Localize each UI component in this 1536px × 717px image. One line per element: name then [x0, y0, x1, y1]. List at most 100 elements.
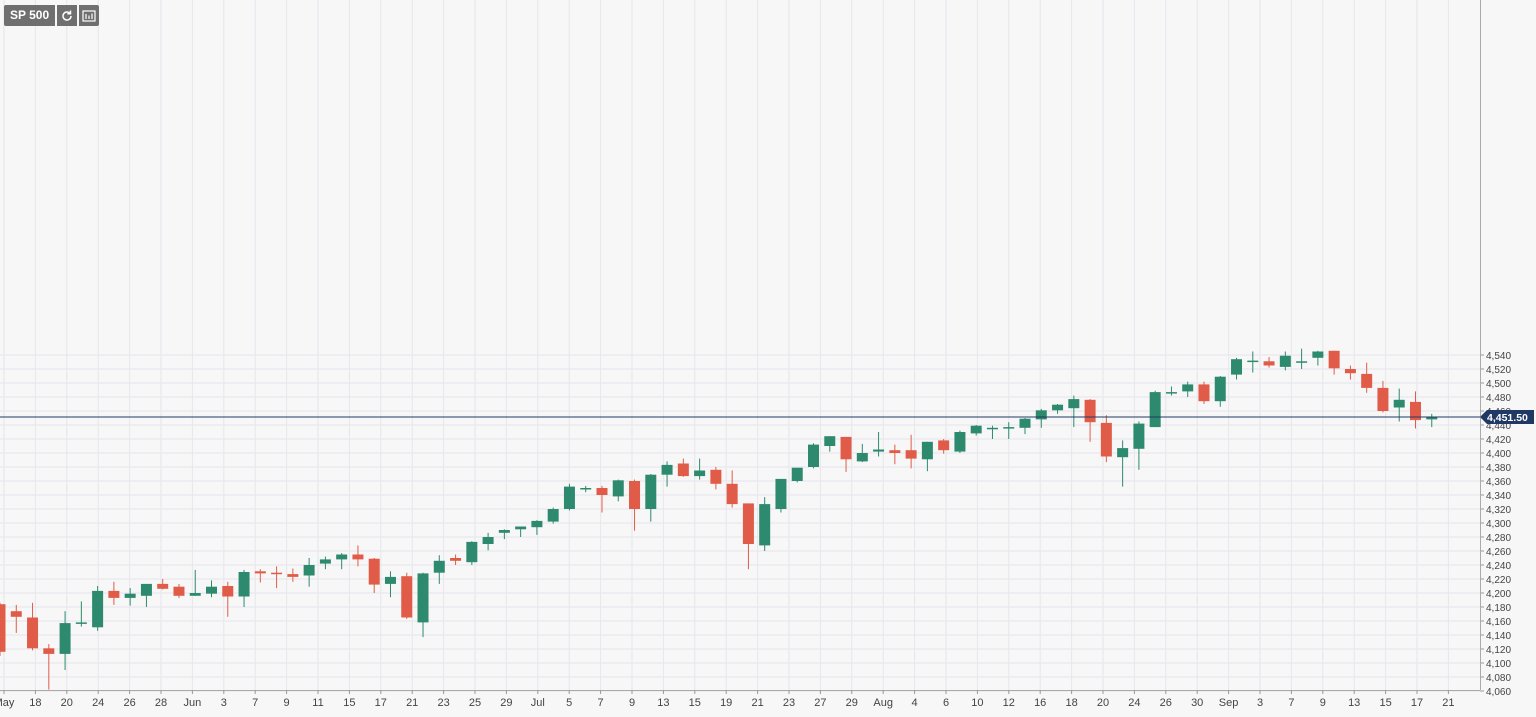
x-tick-label: 11 — [312, 697, 323, 709]
x-tick-label: 27 — [814, 697, 826, 709]
candle-body — [1003, 427, 1015, 429]
y-tick-label: 4,500 — [1486, 379, 1511, 390]
candle-body — [677, 463, 689, 477]
candle-body — [938, 440, 950, 451]
candle-body — [368, 558, 380, 585]
candle — [791, 467, 803, 483]
x-tick-label: 21 — [1442, 697, 1454, 709]
x-tick-label: 26 — [123, 697, 135, 709]
candle-body — [433, 560, 445, 573]
x-tick-label: 3 — [1257, 697, 1263, 709]
x-tick-label: Aug — [873, 697, 893, 709]
candle-body — [629, 481, 641, 509]
y-tick-label: 4,220 — [1486, 575, 1511, 586]
candle-body — [450, 558, 462, 561]
candle-body — [759, 504, 771, 546]
candle — [238, 569, 250, 607]
x-tick-label: 16 — [1034, 697, 1046, 709]
x-tick-label: 9 — [284, 697, 290, 709]
candle — [661, 461, 673, 487]
y-tick-label: 4,260 — [1486, 547, 1511, 558]
candle-body — [547, 509, 559, 522]
candle — [287, 568, 299, 582]
candle — [336, 553, 348, 570]
candle-body — [840, 436, 852, 460]
candle-body — [498, 530, 510, 533]
candle — [1182, 381, 1194, 397]
candle-body — [1117, 448, 1129, 458]
candle-body — [206, 586, 218, 594]
candle-body — [970, 425, 982, 434]
candle — [319, 556, 331, 570]
candle — [1231, 357, 1243, 380]
y-tick-label: 4,320 — [1486, 505, 1511, 516]
x-tick-label: 25 — [469, 697, 481, 709]
candle-body — [791, 467, 803, 481]
y-tick-label: 4,240 — [1486, 561, 1511, 572]
candle-body — [157, 583, 169, 589]
candle-body — [596, 488, 608, 495]
x-tick-label: 20 — [1097, 697, 1109, 709]
candle — [1117, 440, 1129, 487]
candle — [352, 545, 364, 567]
candle — [498, 529, 510, 540]
chart-type-button[interactable] — [79, 5, 100, 26]
candle — [1393, 388, 1405, 422]
x-tick-label: 7 — [1288, 697, 1294, 709]
candle-body — [873, 449, 885, 452]
candle-body — [336, 554, 348, 560]
candle-body — [710, 469, 722, 484]
candle-body — [1068, 399, 1080, 409]
x-tick-label: 3 — [221, 697, 227, 709]
y-tick-label: 4,420 — [1486, 435, 1511, 446]
candle-body — [1165, 392, 1177, 394]
candle — [1263, 357, 1275, 368]
candle — [1149, 390, 1161, 428]
y-tick-label: 4,340 — [1486, 491, 1511, 502]
candle — [384, 571, 396, 598]
candle-body — [856, 453, 868, 462]
candle-body — [124, 593, 136, 598]
x-tick-label: 4 — [912, 697, 918, 709]
candle — [466, 541, 478, 565]
candle — [75, 601, 87, 627]
grid-lines — [0, 0, 1480, 692]
x-tick-label: 13 — [657, 697, 669, 709]
x-tick-label: 30 — [1191, 697, 1203, 709]
candle-body — [1263, 361, 1275, 366]
x-tick-label: May — [0, 697, 15, 709]
candle-body — [1409, 401, 1421, 421]
symbol-label[interactable]: SP 500 — [4, 5, 56, 26]
refresh-button[interactable] — [57, 5, 78, 26]
candle — [450, 554, 462, 565]
candle — [905, 434, 917, 469]
y-tick-label: 4,180 — [1486, 603, 1511, 614]
candle — [433, 555, 445, 584]
candle — [0, 602, 6, 656]
candle-body — [742, 503, 754, 544]
candle — [1084, 399, 1096, 442]
candle-body — [1214, 376, 1226, 402]
candle — [417, 572, 429, 638]
candle-body — [889, 450, 901, 453]
y-tick-label: 4,440 — [1486, 421, 1511, 432]
candle-body — [384, 576, 396, 584]
x-tick-label: 29 — [500, 697, 512, 709]
x-tick-label: 15 — [689, 697, 701, 709]
x-tick-label: 9 — [629, 697, 635, 709]
candle-body — [563, 486, 575, 509]
candle-body — [75, 622, 87, 624]
candle — [43, 644, 55, 690]
x-tick-label: 29 — [846, 697, 858, 709]
candle — [742, 503, 754, 570]
candle-body — [27, 617, 39, 649]
candle-body — [173, 586, 185, 596]
candle-body — [1312, 351, 1324, 358]
candle-body — [645, 474, 657, 509]
candle-body — [43, 648, 55, 654]
chart-toolbar: SP 500 — [4, 5, 100, 26]
y-tick-label: 4,360 — [1486, 477, 1511, 488]
x-tick-label: 7 — [252, 697, 258, 709]
